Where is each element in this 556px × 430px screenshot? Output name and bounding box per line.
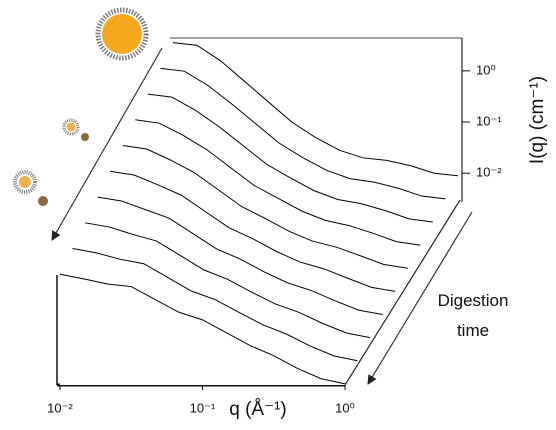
x-tick-label: 10⁻²	[47, 400, 73, 415]
curve	[110, 170, 396, 292]
y-tick-label: 10⁻¹	[476, 113, 502, 128]
curve	[97, 196, 383, 315]
curves	[59, 42, 459, 385]
curve	[147, 93, 433, 223]
curve	[85, 222, 371, 339]
y-axis-label: I(q) (cm⁻¹)	[527, 76, 548, 164]
curve	[172, 42, 459, 177]
x-tick-label: 10⁰	[335, 400, 355, 415]
x-axis-label: q (Å⁻¹)	[229, 399, 287, 420]
curve	[122, 145, 408, 269]
time-arrow-right	[367, 211, 473, 385]
y-tick-label: 10⁻²	[476, 165, 502, 180]
x-tick-label: 10⁻¹	[190, 400, 216, 415]
curve	[59, 273, 346, 385]
y-tick-label: 10⁰	[476, 62, 496, 77]
curve-fill	[60, 274, 345, 385]
micelle-icons	[13, 7, 149, 206]
floor-edge	[344, 199, 461, 386]
curve	[135, 119, 421, 246]
time-arrow-left	[51, 47, 163, 241]
curve	[72, 248, 358, 362]
curve	[160, 67, 446, 200]
z-axis-label: Digestion time	[437, 291, 509, 340]
